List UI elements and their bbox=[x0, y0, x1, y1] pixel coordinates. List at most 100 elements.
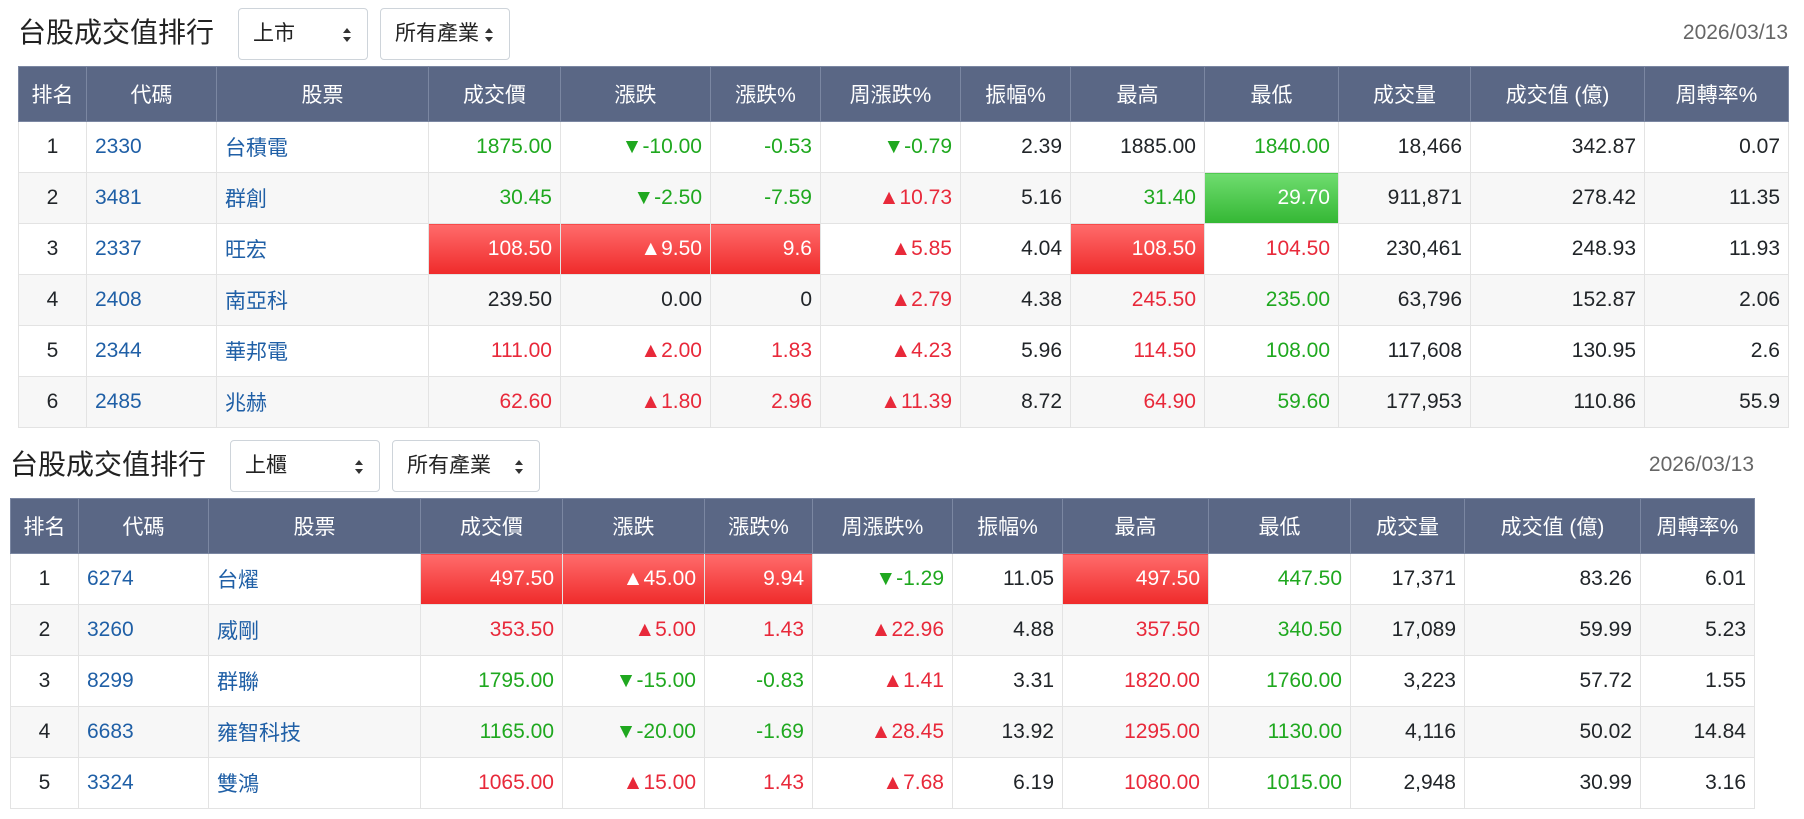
column-header[interactable]: 振幅% bbox=[960, 66, 1071, 122]
column-header[interactable]: 成交量 bbox=[1338, 66, 1471, 122]
market-select-value: 上市 bbox=[253, 22, 295, 45]
column-header[interactable]: 成交量 bbox=[1350, 498, 1465, 554]
stock-code-link[interactable]: 6683 bbox=[78, 706, 209, 758]
stock-code-link[interactable]: 2408 bbox=[86, 274, 217, 326]
industry-select[interactable]: 所有產業 bbox=[392, 440, 540, 492]
column-header[interactable]: 代碼 bbox=[78, 498, 209, 554]
price-cell: 1875.00 bbox=[428, 121, 561, 173]
stock-name-link[interactable]: 雙鴻 bbox=[208, 757, 421, 809]
low-cell: 447.50 bbox=[1208, 553, 1351, 605]
change-cell: ▲15.00 bbox=[562, 757, 705, 809]
column-header[interactable]: 成交值 (億) bbox=[1464, 498, 1641, 554]
table-row[interactable]: 5 2344 華邦電 111.00 ▲2.00 1.83 ▲4.23 5.96 114.50 10… bbox=[18, 325, 1789, 377]
stock-code-link[interactable]: 6274 bbox=[78, 553, 209, 605]
column-header[interactable]: 股票 bbox=[216, 66, 429, 122]
stock-code-link[interactable]: 2344 bbox=[86, 325, 217, 377]
listed-ranking-panel: 台股成交值排行 上市 所有產業 2026/03/13 排名 代碼 股票 成交價 漲跌 漲跌… bbox=[18, 6, 1789, 434]
low-cell: 340.50 bbox=[1208, 604, 1351, 656]
column-header[interactable]: 排名 bbox=[10, 498, 79, 554]
column-header[interactable]: 周漲跌% bbox=[820, 66, 961, 122]
column-header[interactable]: 成交價 bbox=[428, 66, 561, 122]
table-row[interactable]: 6 2485 兆赫 62.60 ▲1.80 2.96 ▲11.39 8.72 64.90 59.6… bbox=[18, 376, 1789, 428]
value-cell: 59.99 bbox=[1464, 604, 1641, 656]
table-row[interactable]: 3 8299 群聯 1795.00 ▼-15.00 -0.83 ▲1.41 3.31 1820.… bbox=[10, 655, 1755, 707]
column-header[interactable]: 周漲跌% bbox=[812, 498, 953, 554]
stock-code-link[interactable]: 2485 bbox=[86, 376, 217, 428]
stock-code-link[interactable]: 3324 bbox=[78, 757, 209, 809]
table-row[interactable]: 2 3481 群創 30.45 ▼-2.50 -7.59 ▲10.73 5.16 31.40 29… bbox=[18, 172, 1789, 224]
stock-name-link[interactable]: 群聯 bbox=[208, 655, 421, 707]
price-cell: 30.45 bbox=[428, 172, 561, 224]
high-cell: 31.40 bbox=[1070, 172, 1205, 224]
column-header[interactable]: 周轉率% bbox=[1640, 498, 1755, 554]
stock-name-link[interactable]: 台積電 bbox=[216, 121, 429, 173]
week-change-cell: ▲10.73 bbox=[820, 172, 961, 224]
amplitude-cell: 5.16 bbox=[960, 172, 1071, 224]
table-row[interactable]: 2 3260 威剛 353.50 ▲5.00 1.43 ▲22.96 4.88 357.50 34… bbox=[10, 604, 1755, 656]
amplitude-cell: 5.96 bbox=[960, 325, 1071, 377]
low-cell: 108.00 bbox=[1204, 325, 1339, 377]
column-header[interactable]: 漲跌 bbox=[562, 498, 705, 554]
stock-code-link[interactable]: 8299 bbox=[78, 655, 209, 707]
panel-date: 2026/03/13 bbox=[1682, 21, 1788, 44]
value-cell: 278.42 bbox=[1470, 172, 1645, 224]
stock-code-link[interactable]: 3260 bbox=[78, 604, 209, 656]
change-pct-cell: 1.83 bbox=[710, 325, 821, 377]
amplitude-cell: 11.05 bbox=[952, 553, 1063, 605]
column-header[interactable]: 振幅% bbox=[952, 498, 1063, 554]
stock-code-link[interactable]: 3481 bbox=[86, 172, 217, 224]
column-header[interactable]: 最低 bbox=[1204, 66, 1339, 122]
week-change-cell: ▲7.68 bbox=[812, 757, 953, 809]
industry-select[interactable]: 所有產業 bbox=[380, 8, 510, 60]
ranking-table: 排名 代碼 股票 成交價 漲跌 漲跌% 周漲跌% 振幅% 最高 最低 成交量 成交值 (億) 周轉率% … bbox=[18, 66, 1789, 428]
high-cell: 245.50 bbox=[1070, 274, 1205, 326]
stock-code-link[interactable]: 2337 bbox=[86, 223, 217, 275]
change-cell: ▲1.80 bbox=[560, 376, 711, 428]
column-header[interactable]: 排名 bbox=[18, 66, 87, 122]
column-header[interactable]: 漲跌% bbox=[704, 498, 813, 554]
table-row[interactable]: 5 3324 雙鴻 1065.00 ▲15.00 1.43 ▲7.68 6.19 1080.00… bbox=[10, 757, 1755, 809]
stock-name-link[interactable]: 台燿 bbox=[208, 553, 421, 605]
stock-name-link[interactable]: 兆赫 bbox=[216, 376, 429, 428]
select-caret-icon bbox=[355, 460, 363, 474]
rank-cell: 5 bbox=[10, 757, 79, 809]
panel-header: 台股成交值排行 上市 所有產業 2026/03/13 bbox=[18, 6, 1788, 66]
column-header[interactable]: 股票 bbox=[208, 498, 421, 554]
price-cell: 239.50 bbox=[428, 274, 561, 326]
table-row[interactable]: 4 2408 南亞科 239.50 0.00 0 ▲2.79 4.38 245.50 235.00… bbox=[18, 274, 1789, 326]
table-row[interactable]: 3 2337 旺宏 108.50 ▲9.50 9.6 ▲5.85 4.04 108.50 104.… bbox=[18, 223, 1789, 275]
turnover-cell: 14.84 bbox=[1640, 706, 1755, 758]
industry-select-value: 所有產業 bbox=[395, 22, 479, 45]
high-cell: 497.50 bbox=[1062, 553, 1209, 605]
low-cell: 235.00 bbox=[1204, 274, 1339, 326]
column-header[interactable]: 周轉率% bbox=[1644, 66, 1789, 122]
market-select[interactable]: 上櫃 bbox=[230, 440, 380, 492]
select-caret-icon bbox=[515, 460, 523, 474]
volume-cell: 230,461 bbox=[1338, 223, 1471, 275]
column-header[interactable]: 最高 bbox=[1070, 66, 1205, 122]
stock-name-link[interactable]: 群創 bbox=[216, 172, 429, 224]
table-row[interactable]: 4 6683 雍智科技 1165.00 ▼-20.00 -1.69 ▲28.45 13.92 1… bbox=[10, 706, 1755, 758]
amplitude-cell: 4.38 bbox=[960, 274, 1071, 326]
high-cell: 1295.00 bbox=[1062, 706, 1209, 758]
column-header[interactable]: 成交值 (億) bbox=[1470, 66, 1645, 122]
market-select[interactable]: 上市 bbox=[238, 8, 368, 60]
stock-name-link[interactable]: 雍智科技 bbox=[208, 706, 421, 758]
change-pct-cell: 1.43 bbox=[704, 757, 813, 809]
stock-name-link[interactable]: 威剛 bbox=[208, 604, 421, 656]
turnover-cell: 3.16 bbox=[1640, 757, 1755, 809]
column-header[interactable]: 最高 bbox=[1062, 498, 1209, 554]
column-header[interactable]: 漲跌% bbox=[710, 66, 821, 122]
table-row[interactable]: 1 6274 台燿 497.50 ▲45.00 9.94 ▼-1.29 11.05 497.50… bbox=[10, 553, 1755, 605]
table-row[interactable]: 1 2330 台積電 1875.00 ▼-10.00 -0.53 ▼-0.79 2.39 188… bbox=[18, 121, 1789, 173]
stock-name-link[interactable]: 南亞科 bbox=[216, 274, 429, 326]
stock-name-link[interactable]: 旺宏 bbox=[216, 223, 429, 275]
column-header[interactable]: 成交價 bbox=[420, 498, 563, 554]
stock-code-link[interactable]: 2330 bbox=[86, 121, 217, 173]
column-header[interactable]: 代碼 bbox=[86, 66, 217, 122]
change-cell: ▼-10.00 bbox=[560, 121, 711, 173]
stock-name-link[interactable]: 華邦電 bbox=[216, 325, 429, 377]
column-header[interactable]: 漲跌 bbox=[560, 66, 711, 122]
column-header[interactable]: 最低 bbox=[1208, 498, 1351, 554]
high-cell: 1820.00 bbox=[1062, 655, 1209, 707]
